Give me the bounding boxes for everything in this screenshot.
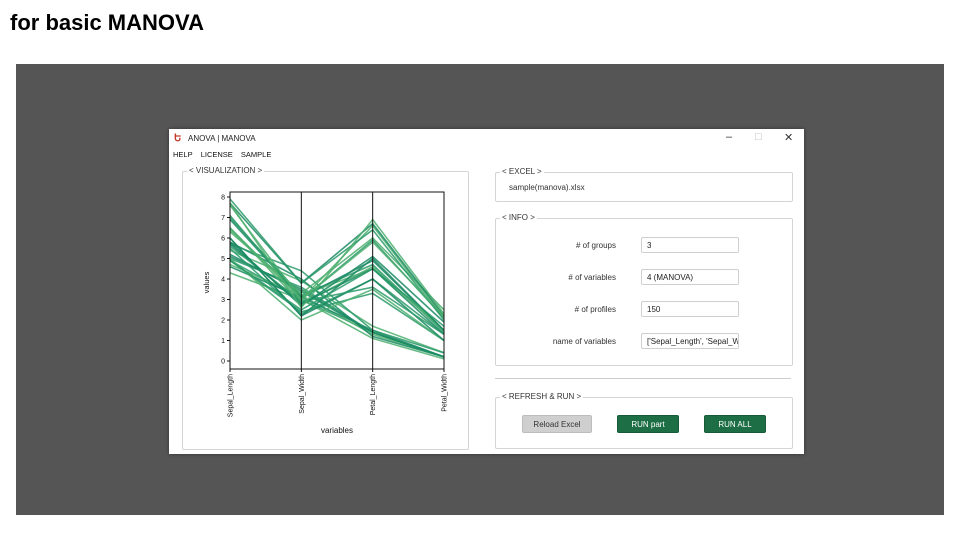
x-tick-label: Sepal_Width bbox=[299, 374, 306, 414]
series-line bbox=[229, 241, 445, 323]
maximize-button[interactable]: □ bbox=[755, 131, 762, 143]
y-tick-label: 4 bbox=[221, 277, 225, 284]
minimize-button[interactable]: – bbox=[726, 131, 733, 143]
profiles-label: # of profiles bbox=[574, 305, 616, 314]
series-line bbox=[229, 259, 445, 342]
title-bar[interactable]: Ե ANOVA | MANOVA – □ ✕ bbox=[169, 129, 804, 149]
y-tick-label: 0 bbox=[221, 359, 225, 366]
menu-help[interactable]: HELP bbox=[173, 150, 193, 159]
parallel-coordinates-chart: 0 1 2 3 4 5 6 7 8 Sepal_Length Sepal_Width Petal_Le… bbox=[202, 191, 449, 435]
y-tick-label: 5 bbox=[221, 256, 225, 263]
y-tick-label: 1 bbox=[221, 338, 225, 345]
slide-title: for basic MANOVA bbox=[10, 10, 204, 35]
profiles-field[interactable]: 150 bbox=[641, 301, 739, 317]
menu-sample[interactable]: SAMPLE bbox=[240, 150, 272, 159]
x-tick-label: Petal_Length bbox=[370, 374, 377, 415]
window-title: ANOVA | MANOVA bbox=[188, 134, 256, 143]
variable-names-label: name of variables bbox=[552, 337, 616, 346]
info-group: < INFO > # of groups 3 # of variables 4 … bbox=[495, 213, 793, 366]
info-label: < INFO > bbox=[500, 213, 537, 222]
series-line bbox=[229, 237, 445, 331]
series-line bbox=[229, 198, 445, 321]
run-part-button[interactable]: RUN part bbox=[617, 415, 679, 433]
y-tick-label: 2 bbox=[221, 318, 225, 325]
refresh-run-label: < REFRESH & RUN > bbox=[500, 392, 584, 401]
x-tick-label: Sepal_Length bbox=[228, 374, 235, 417]
app-window: Ե ANOVA | MANOVA – □ ✕ HELP LICENSE SAMP… bbox=[169, 129, 804, 454]
excel-label: < EXCEL > bbox=[500, 167, 544, 176]
section-divider bbox=[495, 378, 791, 379]
reload-excel-button[interactable]: Reload Excel bbox=[522, 415, 592, 433]
series-line bbox=[229, 257, 445, 342]
groups-field[interactable]: 3 bbox=[641, 237, 739, 253]
excel-file-name: sample(manova).xlsx bbox=[509, 183, 585, 192]
menu-bar: HELP LICENSE SAMPLE bbox=[173, 150, 277, 159]
app-logo-icon: Ե bbox=[174, 133, 182, 144]
variable-names-field[interactable]: ['Sepal_Length', 'Sepal_Width', 'Petal_L… bbox=[641, 333, 739, 349]
run-all-button[interactable]: RUN ALL bbox=[704, 415, 766, 433]
close-button[interactable]: ✕ bbox=[784, 132, 794, 144]
series-line bbox=[229, 247, 445, 335]
y-tick-label: 3 bbox=[221, 297, 225, 304]
variables-field[interactable]: 4 (MANOVA) bbox=[641, 269, 739, 285]
series-line bbox=[229, 202, 445, 315]
series-line bbox=[229, 241, 445, 358]
refresh-run-group: < REFRESH & RUN > Reload Excel RUN part … bbox=[495, 392, 793, 449]
y-axis-label: values bbox=[202, 271, 211, 293]
x-axis-label: variables bbox=[321, 426, 353, 435]
x-tick-label: Petal_Width bbox=[442, 374, 449, 412]
visualization-group: < VISUALIZATION > 0 1 2 3 4 5 6 7 8 Sepal_Length S… bbox=[182, 166, 469, 450]
groups-label: # of groups bbox=[575, 241, 616, 250]
series-line bbox=[229, 227, 445, 317]
plot-frame bbox=[229, 191, 445, 370]
menu-license[interactable]: LICENSE bbox=[200, 150, 233, 159]
y-tick-label: 7 bbox=[221, 215, 225, 222]
visualization-label: < VISUALIZATION > bbox=[187, 166, 265, 175]
series-line bbox=[229, 259, 445, 327]
variables-label: # of variables bbox=[568, 273, 616, 282]
y-tick-label: 8 bbox=[221, 195, 225, 202]
y-tick-label: 6 bbox=[221, 236, 225, 243]
series-line bbox=[229, 202, 445, 317]
excel-group: < EXCEL > sample(manova).xlsx bbox=[495, 167, 793, 202]
